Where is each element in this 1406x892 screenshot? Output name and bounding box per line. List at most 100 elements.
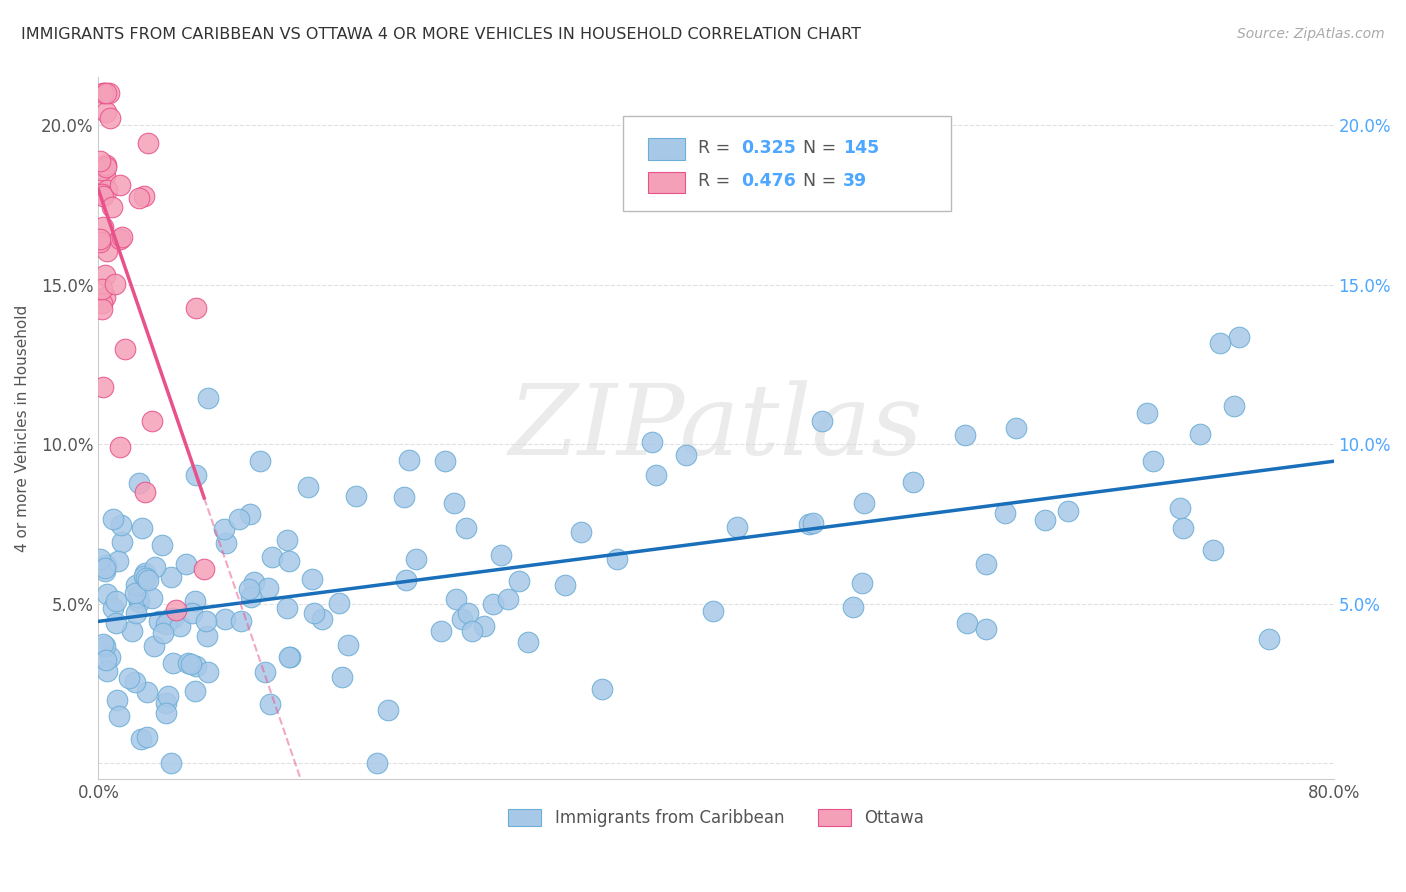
Point: [127, 590, 149, 604]
Point: [104, 277, 127, 292]
Point: [177, 656, 200, 670]
Point: [197, 392, 219, 406]
Point: [429, 624, 451, 638]
Point: [124, 675, 146, 690]
Point: [134, 569, 156, 583]
Point: [141, 591, 163, 605]
Point: [1142, 454, 1164, 468]
Point: [91, 380, 114, 394]
Point: [105, 594, 128, 608]
Point: [304, 606, 326, 620]
Point: [91, 295, 114, 310]
Text: 0.476: 0.476: [741, 172, 796, 190]
Point: [108, 232, 131, 246]
Point: [472, 619, 495, 633]
Point: [160, 570, 183, 584]
Point: [851, 575, 873, 590]
Point: [974, 622, 997, 636]
Point: [451, 612, 474, 626]
Text: N =: N =: [803, 172, 841, 190]
Point: [157, 689, 180, 703]
Text: R =: R =: [697, 138, 735, 157]
Point: [184, 301, 207, 315]
Point: [91, 87, 114, 101]
Point: [259, 697, 281, 711]
Point: [346, 489, 368, 503]
Point: [155, 696, 177, 710]
Point: [94, 558, 117, 573]
Point: [443, 496, 465, 510]
Point: [1136, 406, 1159, 420]
Point: [159, 756, 181, 770]
Point: [96, 587, 118, 601]
Point: [111, 534, 134, 549]
Point: [162, 656, 184, 670]
Point: [91, 282, 114, 296]
Point: [1202, 543, 1225, 558]
Point: [301, 572, 323, 586]
Point: [377, 703, 399, 717]
Point: [128, 476, 150, 491]
Point: [94, 105, 117, 120]
Point: [641, 434, 664, 449]
Point: [111, 230, 134, 244]
Point: [297, 480, 319, 494]
Point: [444, 592, 467, 607]
Point: [94, 564, 117, 578]
Point: [395, 573, 418, 587]
Text: IMMIGRANTS FROM CARIBBEAN VS OTTAWA 4 OR MORE VEHICLES IN HOUSEHOLD CORRELATION : IMMIGRANTS FROM CARIBBEAN VS OTTAWA 4 OR…: [21, 27, 860, 42]
Point: [155, 617, 177, 632]
Point: [94, 653, 117, 667]
Point: [89, 154, 111, 169]
Point: [1208, 335, 1230, 350]
Point: [901, 475, 924, 490]
Point: [134, 484, 156, 499]
Point: [134, 566, 156, 580]
Point: [131, 521, 153, 535]
Point: [1171, 520, 1194, 534]
Point: [128, 595, 150, 609]
Point: [801, 516, 824, 530]
Point: [93, 639, 115, 653]
Point: [114, 342, 136, 356]
Point: [240, 590, 263, 604]
Point: [148, 615, 170, 629]
Point: [955, 428, 977, 442]
Point: [516, 635, 538, 649]
Point: [193, 561, 215, 575]
Text: 145: 145: [844, 138, 880, 157]
Point: [311, 612, 333, 626]
Point: [328, 596, 350, 610]
Point: [89, 232, 111, 246]
Point: [125, 578, 148, 592]
Point: [141, 414, 163, 428]
Point: [98, 650, 121, 665]
Point: [337, 638, 360, 652]
Point: [238, 508, 260, 522]
Point: [108, 709, 131, 723]
Point: [152, 626, 174, 640]
Point: [94, 268, 117, 283]
Text: N =: N =: [803, 138, 841, 157]
Point: [810, 413, 832, 427]
Point: [591, 682, 613, 697]
Point: [496, 592, 519, 607]
Point: [108, 178, 131, 192]
Text: Source: ZipAtlas.com: Source: ZipAtlas.com: [1237, 27, 1385, 41]
Point: [91, 186, 114, 201]
Point: [994, 507, 1017, 521]
Point: [197, 665, 219, 679]
Point: [1227, 330, 1250, 344]
Point: [136, 136, 159, 151]
Point: [157, 612, 180, 626]
Point: [93, 87, 115, 101]
Text: ZIPatlas: ZIPatlas: [509, 381, 924, 475]
Point: [702, 604, 724, 618]
Point: [101, 601, 124, 615]
FancyBboxPatch shape: [648, 172, 685, 194]
Point: [89, 552, 111, 566]
Point: [136, 573, 159, 587]
Point: [1258, 632, 1281, 646]
Point: [108, 440, 131, 454]
Point: [215, 535, 238, 549]
